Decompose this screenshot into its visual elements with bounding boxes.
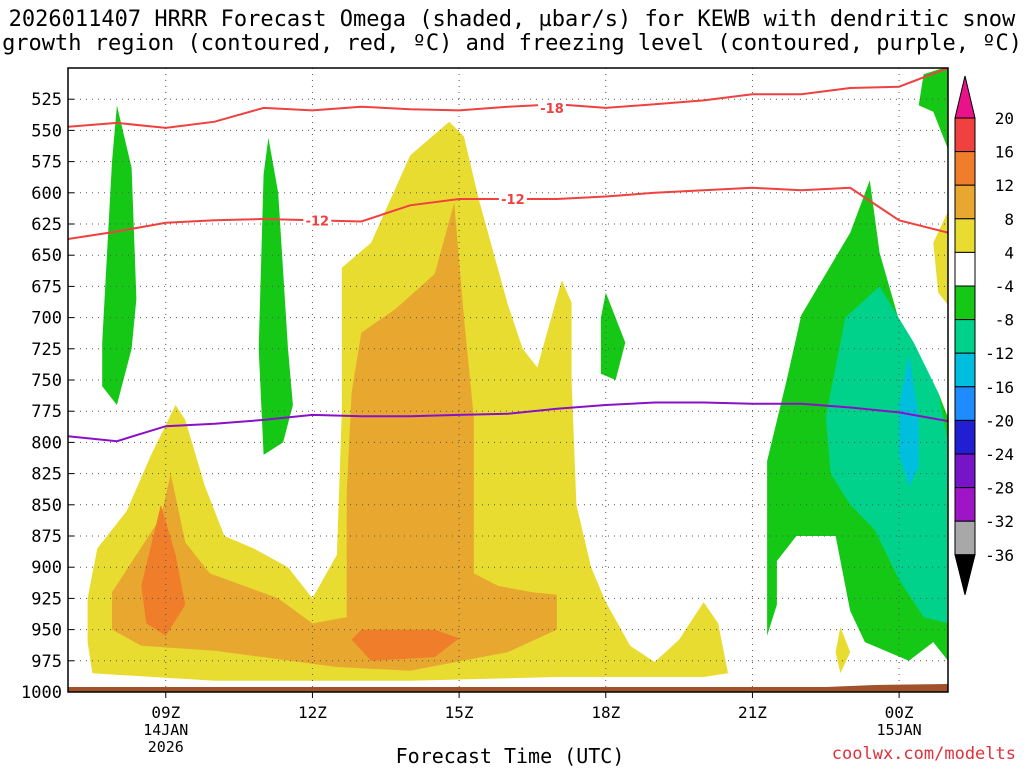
omega-region-0 bbox=[102, 105, 137, 406]
y-tick-label: 750 bbox=[31, 371, 62, 391]
colorbar-label: -24 bbox=[985, 445, 1014, 464]
ground-strip bbox=[68, 684, 948, 692]
omega-region-6 bbox=[918, 68, 948, 150]
colorbar-label: -12 bbox=[985, 344, 1014, 363]
omega-region-11 bbox=[141, 504, 186, 636]
colorbar-cell bbox=[954, 386, 976, 421]
y-tick-label: 850 bbox=[31, 496, 62, 516]
dgz-minus18-contour bbox=[68, 68, 948, 129]
y-tick-label: 925 bbox=[31, 589, 62, 609]
x-tick-label: 09Z bbox=[151, 703, 180, 722]
y-tick-label: 900 bbox=[31, 558, 62, 578]
colorbar-cell bbox=[954, 218, 976, 253]
omega-region-12 bbox=[351, 629, 460, 661]
colorbar-cell bbox=[954, 251, 976, 287]
y-tick-label: 625 bbox=[31, 215, 62, 235]
freezing-level-contour bbox=[68, 401, 948, 443]
contour-label-bg bbox=[303, 212, 332, 228]
y-tick-label: 800 bbox=[31, 433, 62, 453]
colorbar-label: -8 bbox=[995, 311, 1014, 330]
y-tick-label: 600 bbox=[31, 184, 62, 204]
colorbar-top-arrow bbox=[954, 75, 976, 119]
colorbar-label: -28 bbox=[985, 479, 1014, 498]
colorbar-cell bbox=[954, 184, 976, 220]
colorbar-cell bbox=[954, 487, 976, 522]
colorbar-cell bbox=[954, 419, 976, 455]
contour-label: -12 bbox=[501, 193, 525, 208]
y-tick-label: 725 bbox=[31, 340, 62, 360]
y-tick-label: 825 bbox=[31, 465, 62, 485]
colorbar-label: -16 bbox=[985, 378, 1014, 397]
contour-label-bg bbox=[538, 99, 566, 115]
colorbar-cell bbox=[954, 319, 976, 354]
x-tick-date-label: 14JAN bbox=[143, 721, 188, 739]
omega-region-2 bbox=[600, 292, 626, 380]
colorbar-label: 8 bbox=[1004, 210, 1014, 229]
colorbar-label: -20 bbox=[985, 411, 1014, 430]
colorbar-bottom-arrow bbox=[954, 554, 976, 595]
chart-title-line2: growth region (contoured, red, ºC) and f… bbox=[2, 31, 1022, 56]
y-tick-label: 875 bbox=[31, 527, 62, 547]
colorbar-label: -32 bbox=[985, 512, 1014, 531]
omega-region-1 bbox=[258, 137, 293, 455]
x-axis-label: Forecast Time (UTC) bbox=[395, 744, 625, 768]
colorbar-label: 4 bbox=[1004, 243, 1014, 262]
omega-region-8 bbox=[933, 211, 948, 306]
omega-region-5 bbox=[899, 355, 919, 487]
contour-label: -18 bbox=[540, 102, 564, 117]
x-tick-label: 15Z bbox=[445, 703, 474, 722]
y-tick-label: 700 bbox=[31, 309, 62, 329]
y-tick-label: 975 bbox=[31, 652, 62, 672]
y-tick-label: 650 bbox=[31, 246, 62, 266]
x-tick-date-label: 15JAN bbox=[877, 721, 922, 739]
colorbar-label: 16 bbox=[995, 143, 1014, 162]
colorbar-label: 20 bbox=[995, 109, 1014, 128]
colorbar-cell bbox=[954, 352, 976, 388]
y-tick-label: 575 bbox=[31, 153, 62, 173]
x-tick-label: 21Z bbox=[738, 703, 767, 722]
colorbar-cell bbox=[954, 151, 976, 186]
x-tick-label: 00Z bbox=[885, 703, 914, 722]
plot-area: -18 -12 -12 bbox=[68, 68, 948, 692]
omega-region-4 bbox=[825, 286, 948, 624]
chart-title-line1: 2026011407 HRRR Forecast Omega (shaded, … bbox=[8, 7, 1016, 32]
contour-label: -12 bbox=[306, 214, 330, 229]
colorbar-label: 12 bbox=[995, 176, 1014, 195]
colorbar-cell bbox=[954, 453, 976, 489]
colorbar-label: -36 bbox=[985, 546, 1014, 565]
x-tick-label: 12Z bbox=[298, 703, 327, 722]
y-tick-label: 675 bbox=[31, 277, 62, 297]
contour-label-bg bbox=[498, 191, 527, 207]
x-tick-date-label: 2026 bbox=[148, 738, 184, 756]
colorbar-label: -4 bbox=[995, 277, 1014, 296]
site-credit: coolwx.com/modelts bbox=[831, 744, 1016, 764]
y-tick-label: 950 bbox=[31, 621, 62, 641]
x-tick-label: 18Z bbox=[591, 703, 620, 722]
colorbar-cell bbox=[954, 285, 976, 321]
omega-region-9 bbox=[835, 627, 851, 674]
colorbar-cell bbox=[954, 117, 976, 153]
y-tick-label: 525 bbox=[31, 90, 62, 110]
y-tick-label: 550 bbox=[31, 121, 62, 141]
y-tick-label: 1000 bbox=[21, 683, 62, 703]
y-tick-label: 775 bbox=[31, 402, 62, 422]
omega-region-10 bbox=[112, 202, 557, 671]
colorbar-cell bbox=[954, 520, 976, 556]
